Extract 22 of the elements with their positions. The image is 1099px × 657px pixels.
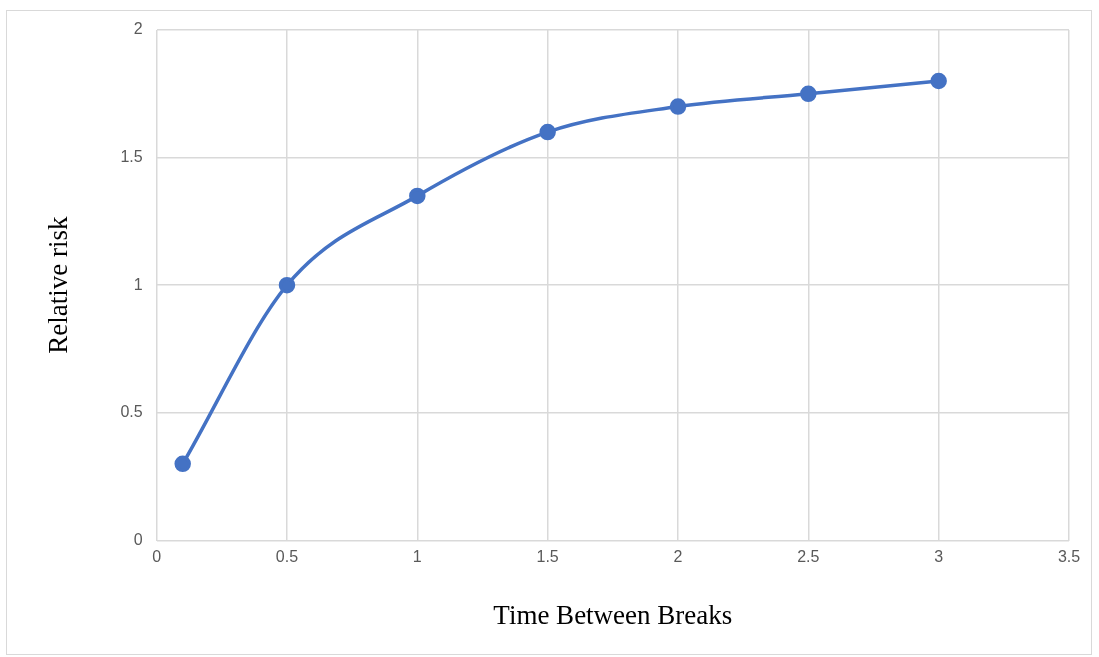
x-axis-title: Time Between Breaks [493,599,733,630]
point [800,85,817,103]
y-tick-label: 2 [133,20,143,38]
x-tick-label: 3.5 [1057,548,1081,566]
point [278,276,296,294]
x-tick-label: 3 [934,548,944,566]
point [539,123,556,141]
y-axis-title: Relative risk [43,216,74,354]
x-tick-label: 1 [412,548,422,566]
y-tick-label: 1 [133,275,143,293]
y-tick-label: 0 [133,530,143,548]
point [409,187,426,205]
x-tick-label: 0.5 [275,548,299,566]
x-tick-label: 1.5 [536,548,559,566]
x-tick-label: 0 [152,548,162,566]
y-tick-label: 0.5 [120,403,143,421]
x-tick-label: 2.5 [797,548,820,566]
point [174,455,191,473]
x-tick-label: 2 [673,548,683,566]
point [669,98,687,115]
y-tick-label: 1.5 [120,148,143,166]
point [930,72,947,90]
